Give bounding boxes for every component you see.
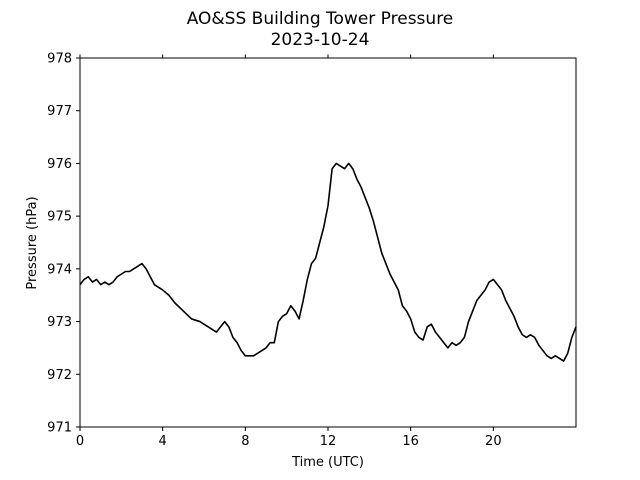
y-tick-label: 973 <box>47 315 72 330</box>
pressure-series-line <box>79 162 577 362</box>
x-tick-label: 4 <box>159 434 167 449</box>
chart-title: AO&SS Building Tower Pressure <box>187 9 454 29</box>
y-tick-label: 976 <box>47 157 72 172</box>
axis-ticks: 0 4 8 12 16 20 971 972 973 974 975 976 977 978 <box>47 52 501 450</box>
x-tick-label: 0 <box>76 434 84 449</box>
x-tick-label: 8 <box>241 434 249 449</box>
y-tick-label: 977 <box>47 104 72 119</box>
x-axis-label: Time (UTC) <box>291 455 364 470</box>
x-tick-label: 12 <box>320 434 337 449</box>
plot-area-frame <box>79 57 577 428</box>
y-tick-label: 974 <box>47 262 72 277</box>
x-tick-label: 20 <box>485 434 502 449</box>
y-tick-label: 971 <box>47 421 72 436</box>
y-tick-label: 978 <box>47 52 72 67</box>
chart-subtitle: 2023-10-24 <box>271 30 370 50</box>
x-tick-label: 16 <box>402 434 419 449</box>
y-axis-label: Pressure (hPa) <box>25 196 40 289</box>
y-tick-label: 972 <box>47 368 72 383</box>
y-tick-label: 975 <box>47 210 72 225</box>
